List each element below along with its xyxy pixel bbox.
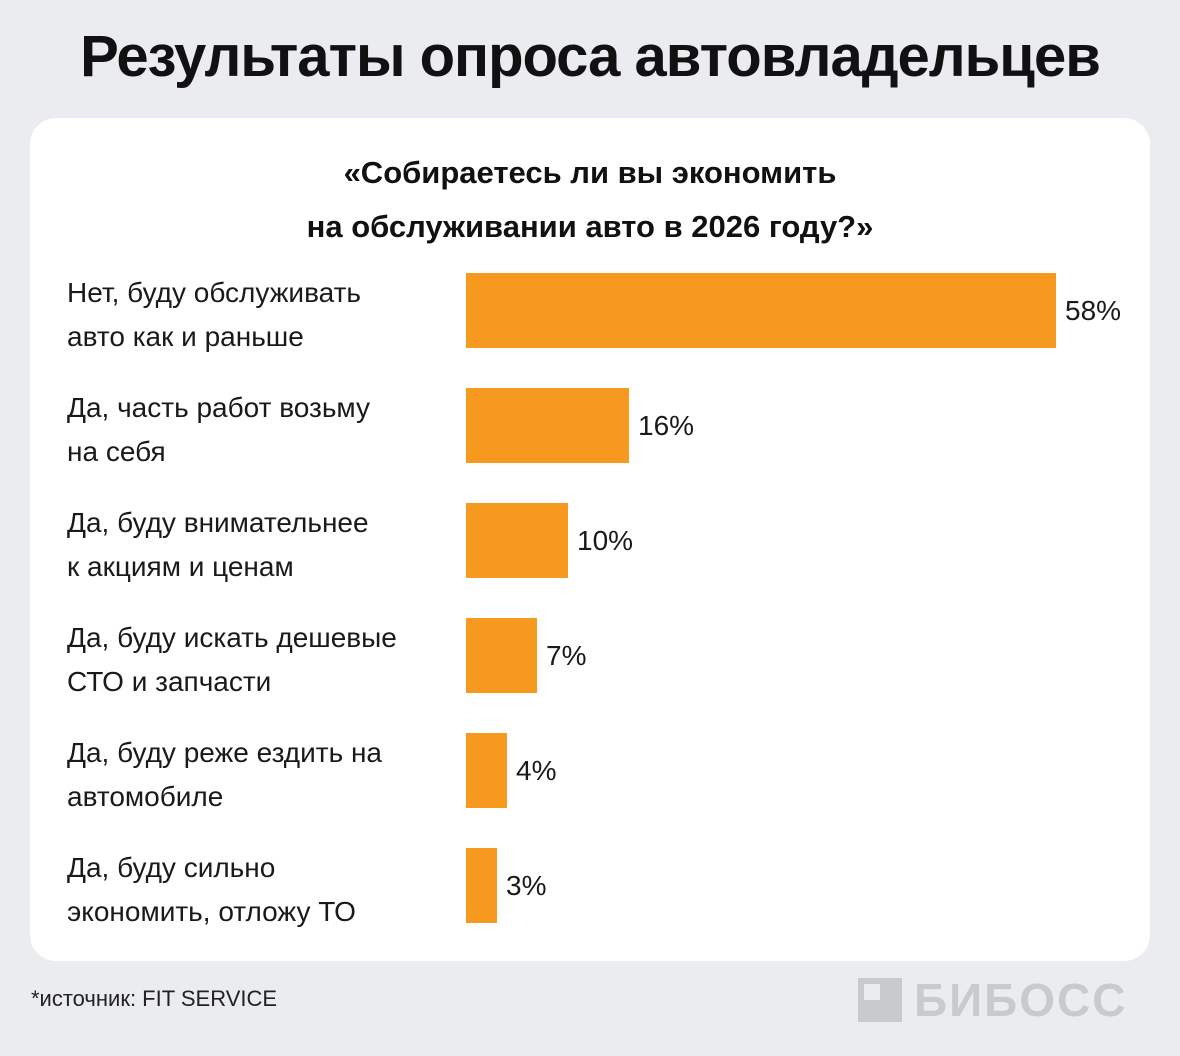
bar-value-label-3: 7%: [546, 640, 587, 671]
bar-label-line: автомобиле: [67, 781, 224, 812]
bar-5: [466, 848, 497, 923]
bar-4: [466, 733, 507, 808]
page-title: Результаты опроса автовладельцев: [80, 24, 1101, 89]
bar-value-label-1: 16%: [638, 410, 695, 441]
chart-card: [30, 118, 1150, 961]
bar-2: [466, 503, 568, 578]
bar-label-line: Да, буду реже ездить на: [67, 737, 382, 768]
bar-value-label-2: 10%: [577, 525, 634, 556]
bar-label-line: Да, буду сильно: [67, 852, 276, 883]
bar-3: [466, 618, 537, 693]
chart-question: «Собираетесь ли вы экономить на обслужив…: [0, 146, 1180, 254]
source-note: *источник: FIT SERVICE: [31, 986, 278, 1011]
bar-label-line: Да, буду внимательнее: [67, 507, 369, 538]
bar-label-line: Да, часть работ возьму: [67, 392, 370, 423]
bar-label-5: Да, буду сильно экономить, отложу ТО: [67, 846, 457, 934]
bar-value-label-4: 4%: [516, 755, 557, 786]
bar-label-line: Нет, буду обслуживать: [67, 277, 361, 308]
bar-label-line: экономить, отложу ТО: [67, 896, 356, 927]
bar-value-label-0: 58%: [1065, 295, 1122, 326]
bar-label-3: Да, буду искать дешевые СТО и запчасти: [67, 616, 457, 704]
bar-value-label-5: 3%: [506, 870, 547, 901]
bar-label-line: Да, буду искать дешевые: [67, 622, 397, 653]
bar-1: [466, 388, 629, 463]
bar-label-2: Да, буду внимательнее к акциям и ценам: [67, 501, 457, 589]
bar-label-line: авто как и раньше: [67, 321, 304, 352]
logo-text: БИБОСС: [914, 974, 1128, 1026]
bar-label-0: Нет, буду обслуживать авто как и раньше: [67, 271, 457, 359]
bar-label-line: к акциям и ценам: [67, 551, 294, 582]
logo-mark-icon: [858, 978, 902, 1022]
bar-label-line: на себя: [67, 436, 166, 467]
bar-0: [466, 273, 1056, 348]
bar-label-1: Да, часть работ возьму на себя: [67, 386, 457, 474]
bar-label-line: СТО и запчасти: [67, 666, 272, 697]
question-line-1: «Собираетесь ли вы экономить: [343, 155, 837, 190]
bar-label-4: Да, буду реже ездить на автомобиле: [67, 731, 457, 819]
question-line-2: на обслуживании авто в 2026 году?»: [306, 209, 874, 244]
logo: БИБОСС: [858, 974, 1127, 1026]
